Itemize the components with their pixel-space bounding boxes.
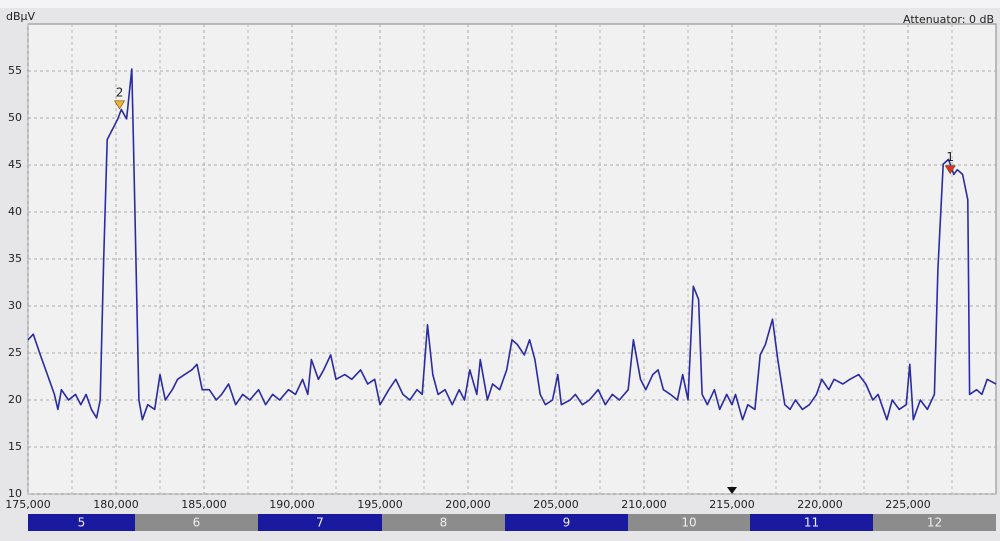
y-tick-label: 50 — [8, 111, 22, 124]
x-tick-label: 185,000 — [181, 498, 227, 511]
x-tick-label: 215,000 — [709, 498, 755, 511]
channel-band — [750, 514, 873, 531]
channel-band — [505, 514, 628, 531]
channel-label: 8 — [440, 516, 448, 530]
grid — [27, 24, 996, 495]
y-tick-label: 30 — [8, 299, 22, 312]
x-tick-label: 200,000 — [445, 498, 491, 511]
x-tick-label: 175,000 — [5, 498, 51, 511]
y-tick-label: 40 — [8, 205, 22, 218]
y-tick-label: 25 — [8, 346, 22, 359]
x-tick-label: 205,000 — [533, 498, 579, 511]
y-tick-label: 45 — [8, 158, 22, 171]
channel-label: 5 — [78, 516, 86, 530]
y-tick-label: 20 — [8, 393, 22, 406]
channel-label: 12 — [927, 516, 942, 530]
channel-label: 10 — [681, 516, 696, 530]
marker — [113, 100, 126, 110]
channel-band — [258, 514, 382, 531]
x-tick-label: 180,000 — [93, 498, 139, 511]
x-tick-label: 210,000 — [621, 498, 667, 511]
channel-band — [873, 514, 996, 531]
x-tick-label: 220,000 — [797, 498, 843, 511]
marker — [944, 165, 956, 175]
channel-label: 7 — [316, 516, 324, 530]
channel-band — [382, 514, 505, 531]
trace-line — [27, 68, 997, 421]
channel-band — [135, 514, 258, 531]
x-tick-label: 225,000 — [885, 498, 931, 511]
y-tick-label: 55 — [8, 64, 22, 77]
plot-layer: 21 — [27, 68, 997, 421]
y-tick-label: 15 — [8, 440, 22, 453]
channel-label: 9 — [563, 516, 571, 530]
x-tick-label: 190,000 — [269, 498, 315, 511]
marker-label: 2 — [116, 85, 124, 99]
channel-label: 11 — [804, 516, 819, 530]
y-unit: dBµV — [6, 10, 36, 23]
top-strip — [0, 0, 1000, 8]
y-tick-label: 35 — [8, 252, 22, 265]
channel-band — [628, 514, 750, 531]
attenuator-label: Attenuator: 0 dB — [903, 13, 994, 26]
channel-label: 6 — [193, 516, 201, 530]
center-marker — [727, 487, 737, 494]
x-tick-label: 195,000 — [357, 498, 403, 511]
channel-band — [28, 514, 135, 531]
marker-label: 1 — [946, 150, 954, 164]
y-tick-label: 10 — [8, 487, 22, 500]
